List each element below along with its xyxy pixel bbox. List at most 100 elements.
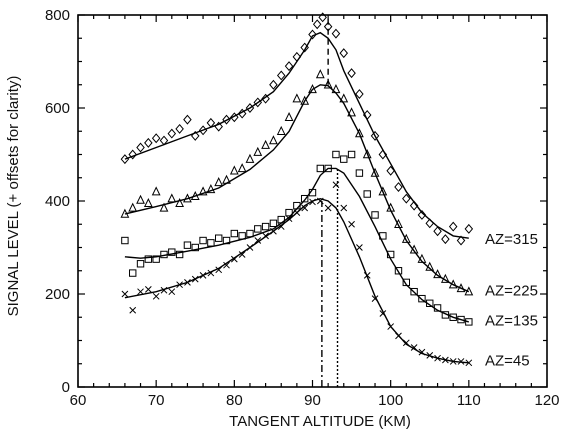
x-marker	[316, 197, 324, 205]
square-marker	[441, 311, 450, 319]
square-marker	[168, 248, 176, 256]
y-tick-label: 400	[45, 193, 70, 210]
triangle-marker	[229, 165, 239, 175]
x-marker	[387, 323, 395, 330]
triangle-marker	[128, 202, 138, 212]
x-marker	[191, 275, 199, 283]
triangle-marker	[440, 273, 450, 283]
diamond-marker	[347, 68, 356, 79]
square-marker	[285, 208, 293, 217]
fit-line	[124, 167, 469, 323]
square-marker	[175, 250, 184, 259]
x-marker	[184, 279, 191, 286]
diamond-marker	[237, 108, 247, 119]
diamond-marker	[198, 125, 208, 136]
diamond-marker	[167, 128, 177, 139]
diamond-marker	[433, 226, 442, 237]
triangle-marker	[300, 95, 310, 105]
triangle-marker	[175, 197, 185, 208]
triangle-marker	[378, 186, 388, 196]
square-marker	[402, 278, 411, 287]
diamond-marker	[230, 112, 239, 123]
x-marker	[277, 223, 285, 230]
x-marker	[379, 310, 387, 317]
diamond-marker	[339, 48, 349, 59]
x-marker	[121, 290, 129, 298]
square-marker	[379, 232, 387, 240]
x-marker	[168, 288, 176, 296]
triangle-marker	[237, 163, 247, 173]
diamond-marker	[441, 234, 450, 245]
x-marker	[363, 272, 371, 279]
square-marker	[293, 201, 301, 210]
triangle-marker	[464, 286, 474, 296]
x-marker	[332, 181, 340, 189]
square-marker	[426, 299, 434, 308]
x-marker	[418, 348, 426, 356]
diamond-marker	[120, 154, 130, 165]
x-marker	[207, 269, 215, 277]
diamond-marker	[312, 19, 322, 30]
diamond-marker	[323, 21, 333, 32]
square-marker	[191, 243, 199, 252]
x-marker	[199, 272, 207, 279]
x-marker	[442, 356, 449, 364]
x-marker	[402, 339, 410, 347]
diamond-marker	[370, 130, 380, 141]
y-axis-title: SIGNAL LEVEL (+ offsets for clarity)	[5, 76, 22, 317]
square-marker	[332, 150, 340, 159]
x-tick-label: 80	[226, 392, 243, 409]
x-marker	[160, 286, 168, 294]
x-marker	[340, 204, 348, 212]
triangle-marker	[308, 84, 317, 94]
series	[121, 181, 473, 367]
x-marker	[426, 352, 434, 359]
x-tick-label: 90	[304, 392, 321, 409]
square-marker	[418, 294, 426, 303]
triangle-marker	[159, 202, 169, 212]
triangle-marker	[167, 193, 177, 203]
triangle-marker	[143, 197, 153, 208]
square-marker	[222, 236, 231, 245]
x-tick-label: 60	[70, 392, 87, 409]
series-group	[120, 12, 474, 367]
triangle-marker	[323, 79, 333, 89]
square-marker	[340, 155, 348, 163]
diamond-marker	[214, 121, 223, 132]
triangle-marker	[448, 279, 458, 289]
diamond-marker	[409, 200, 419, 211]
y-tick-label: 200	[45, 286, 70, 303]
x-marker	[230, 255, 238, 263]
square-marker	[199, 236, 207, 245]
x-tick-label: 70	[148, 392, 165, 409]
triangle-marker	[347, 107, 356, 117]
x-marker	[152, 292, 160, 300]
x-marker	[449, 358, 457, 365]
x-marker	[410, 344, 418, 351]
square-marker	[269, 219, 278, 228]
diamond-marker	[222, 114, 231, 125]
x-marker	[176, 281, 183, 289]
diamond-marker	[394, 182, 403, 193]
y-tick-label: 800	[45, 7, 70, 24]
diamond-marker	[362, 110, 372, 120]
x-marker	[395, 332, 402, 340]
series-label: AZ=135	[485, 313, 538, 330]
x-marker	[301, 204, 309, 212]
x-marker	[356, 244, 363, 251]
triangle-marker	[362, 149, 372, 159]
triangle-marker	[417, 253, 427, 263]
series	[120, 12, 474, 246]
square-marker	[433, 304, 442, 312]
x-marker	[348, 220, 355, 228]
x-marker	[434, 354, 441, 362]
square-marker	[121, 236, 129, 245]
square-marker	[254, 225, 262, 233]
diamond-marker	[183, 114, 192, 125]
diamond-marker	[464, 223, 474, 234]
y-tick-label: 600	[45, 100, 70, 117]
triangle-marker	[183, 193, 192, 203]
x-marker	[129, 306, 137, 314]
diamond-marker	[136, 142, 145, 153]
